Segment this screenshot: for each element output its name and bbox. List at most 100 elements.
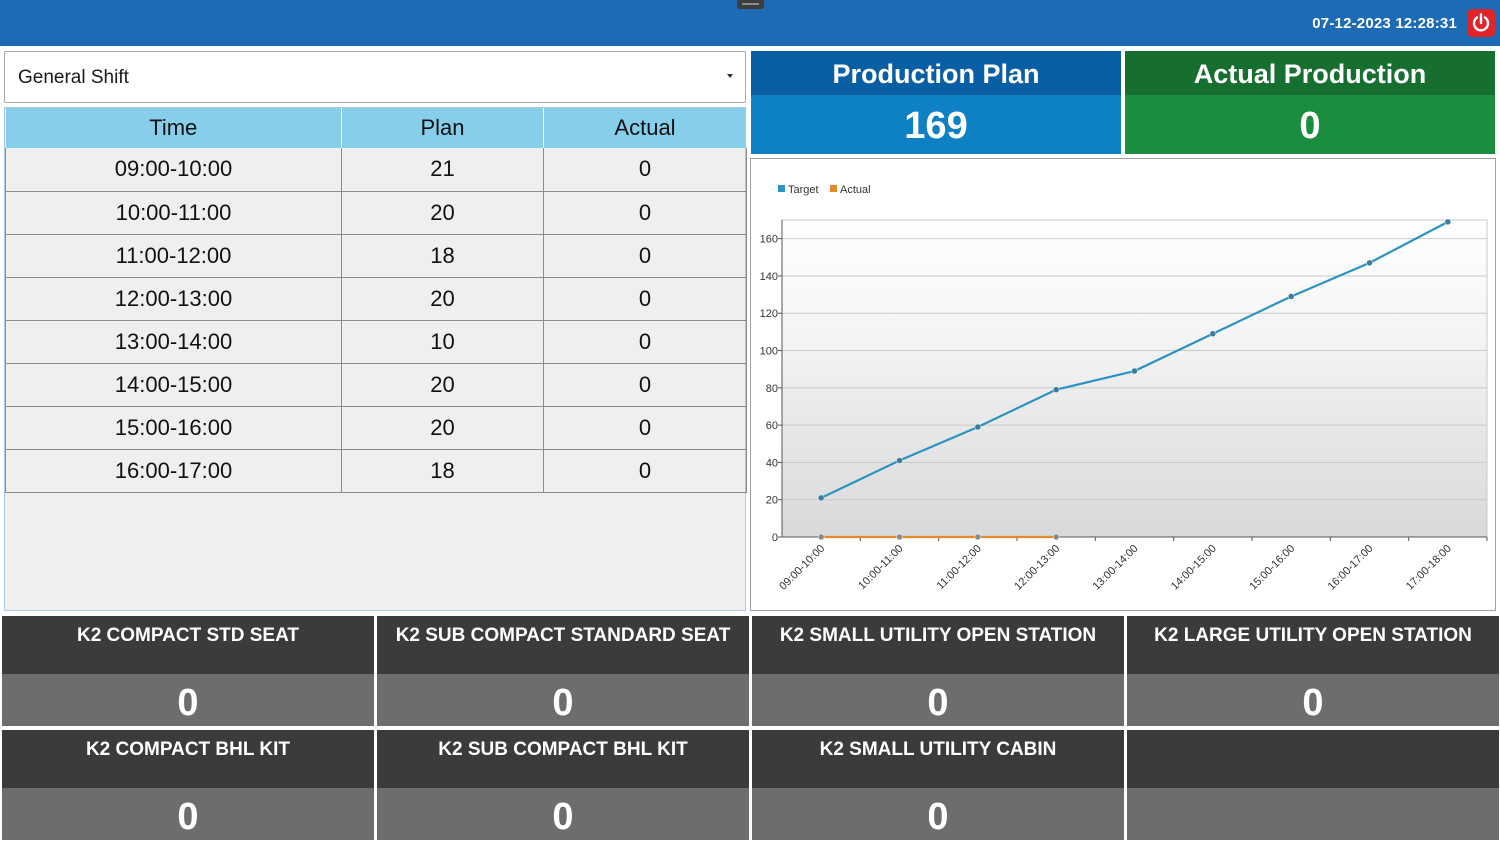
legend-label-target: Target [788, 184, 819, 196]
data-point-target [817, 494, 825, 502]
cell-time: 09:00-10:00 [5, 148, 342, 192]
actual-production-value: 0 [1125, 95, 1495, 154]
y-tick-label: 100 [760, 346, 778, 358]
station-tile-label: K2 SUB COMPACT BHL KIT [377, 730, 749, 788]
station-tile-label: K2 COMPACT BHL KIT [2, 730, 374, 788]
data-point-target [1052, 386, 1060, 393]
table-row[interactable]: 13:00-14:00 10 0 [5, 320, 747, 364]
x-tick-label: 15:00-16:00 [1247, 543, 1297, 593]
cell-actual: 0 [543, 320, 747, 364]
production-plan-label: Production Plan [751, 51, 1121, 95]
data-point-target [1287, 293, 1295, 300]
station-tile: K2 COMPACT BHL KIT 0 [2, 730, 374, 840]
data-point-target [896, 457, 903, 464]
data-point-target [1209, 330, 1217, 337]
data-point-target [1366, 259, 1373, 267]
station-tile-value: 0 [752, 788, 1124, 840]
table-header-row: Time Plan Actual [5, 108, 747, 148]
table-row[interactable]: 10:00-11:00 20 0 [5, 191, 747, 235]
cell-actual: 0 [543, 234, 747, 278]
y-tick-label: 140 [760, 271, 778, 283]
y-tick-label: 20 [766, 495, 778, 507]
data-point-target [1444, 218, 1452, 226]
cell-plan: 20 [341, 363, 544, 407]
data-point-target [1131, 367, 1138, 375]
data-point-target [974, 423, 982, 431]
datetime-display: 07-12-2023 12:28:31 [1312, 15, 1457, 32]
x-tick-label: 12:00-13:00 [1012, 543, 1062, 593]
station-tile-empty [1127, 730, 1499, 840]
cell-time: 11:00-12:00 [5, 234, 342, 278]
shift-dropdown[interactable]: General Shift [4, 51, 746, 103]
station-tile-value: 0 [377, 674, 749, 726]
station-tile: K2 LARGE UTILITY OPEN STATION 0 [1127, 616, 1499, 726]
station-tile-label: K2 LARGE UTILITY OPEN STATION [1127, 616, 1499, 674]
cell-time: 12:00-13:00 [5, 277, 342, 321]
x-tick-label: 16:00-17:00 [1326, 543, 1376, 593]
station-tile-value [1127, 788, 1499, 840]
column-header-time[interactable]: Time [5, 108, 342, 148]
x-tick-label: 09:00-10:00 [777, 543, 827, 593]
station-tile-value: 0 [377, 788, 749, 840]
station-tile-label [1127, 730, 1499, 788]
table-row[interactable]: 15:00-16:00 20 0 [5, 406, 747, 450]
line-chart-svg: 0 20 40 60 80 100 120 140 160 09:00-10:00 10:00-11… [760, 184, 1488, 593]
cell-actual: 0 [543, 277, 747, 321]
y-tick-label: 60 [766, 420, 778, 432]
station-tile-value: 0 [2, 788, 374, 840]
hourly-plan-table: Time Plan Actual 09:00-10:00 21 0 10:00-11… [4, 107, 747, 611]
x-tick-label: 17:00-18:00 [1404, 543, 1454, 593]
data-point-actual [974, 533, 982, 541]
legend-label-actual: Actual [840, 184, 871, 196]
cell-time: 10:00-11:00 [5, 191, 342, 235]
cell-actual: 0 [543, 148, 747, 192]
cell-plan: 20 [341, 406, 544, 450]
station-tile-value: 0 [1127, 674, 1499, 726]
table-row[interactable]: 12:00-13:00 20 0 [5, 277, 747, 321]
data-point-actual [1052, 533, 1060, 541]
cell-plan: 21 [341, 148, 544, 192]
station-tile: K2 SUB COMPACT BHL KIT 0 [377, 730, 749, 840]
data-point-actual [896, 533, 903, 541]
table-row[interactable]: 09:00-10:00 21 0 [5, 148, 747, 192]
table-row[interactable]: 11:00-12:00 18 0 [5, 234, 747, 278]
table-row[interactable]: 14:00-15:00 20 0 [5, 363, 747, 407]
actual-production-label: Actual Production [1125, 51, 1495, 95]
station-tile-label: K2 SMALL UTILITY OPEN STATION [752, 616, 1124, 674]
chevron-down-icon [727, 74, 733, 78]
x-tick-label: 13:00-14:00 [1091, 543, 1141, 593]
cell-time: 14:00-15:00 [5, 363, 342, 407]
station-tile-label: K2 COMPACT STD SEAT [2, 616, 374, 674]
cell-actual: 0 [543, 449, 747, 493]
station-tile-label: K2 SUB COMPACT STANDARD SEAT [377, 616, 749, 674]
legend-swatch-actual [830, 185, 837, 192]
station-tile-value: 0 [752, 674, 1124, 726]
station-tile: K2 SMALL UTILITY OPEN STATION 0 [752, 616, 1124, 726]
cell-plan: 18 [341, 449, 544, 493]
y-tick-label: 80 [766, 383, 778, 395]
y-tick-label: 0 [772, 532, 778, 544]
cell-actual: 0 [543, 363, 747, 407]
drag-handle[interactable] [737, 0, 764, 9]
legend-swatch-target [778, 185, 785, 192]
target-vs-actual-chart: 0 20 40 60 80 100 120 140 160 09:00-10:00 10:00-11… [750, 158, 1496, 611]
cell-time: 15:00-16:00 [5, 406, 342, 450]
station-tile-label: K2 SMALL UTILITY CABIN [752, 730, 1124, 788]
x-tick-label: 10:00-11:00 [856, 543, 905, 592]
column-header-actual[interactable]: Actual [543, 108, 747, 148]
x-tick-label: 11:00-12:00 [935, 543, 984, 592]
station-tile: K2 COMPACT STD SEAT 0 [2, 616, 374, 726]
station-tile: K2 SMALL UTILITY CABIN 0 [752, 730, 1124, 840]
cell-plan: 10 [341, 320, 544, 364]
table-row[interactable]: 16:00-17:00 18 0 [5, 449, 747, 493]
production-plan-card: Production Plan 169 [751, 51, 1121, 154]
production-plan-value: 169 [751, 95, 1121, 154]
data-point-actual [817, 533, 825, 541]
power-icon [1472, 13, 1490, 32]
column-header-plan[interactable]: Plan [341, 108, 544, 148]
y-tick-label: 120 [760, 308, 778, 320]
power-button[interactable] [1467, 9, 1495, 37]
cell-time: 13:00-14:00 [5, 320, 342, 364]
station-tile-value: 0 [2, 674, 374, 726]
cell-actual: 0 [543, 406, 747, 450]
